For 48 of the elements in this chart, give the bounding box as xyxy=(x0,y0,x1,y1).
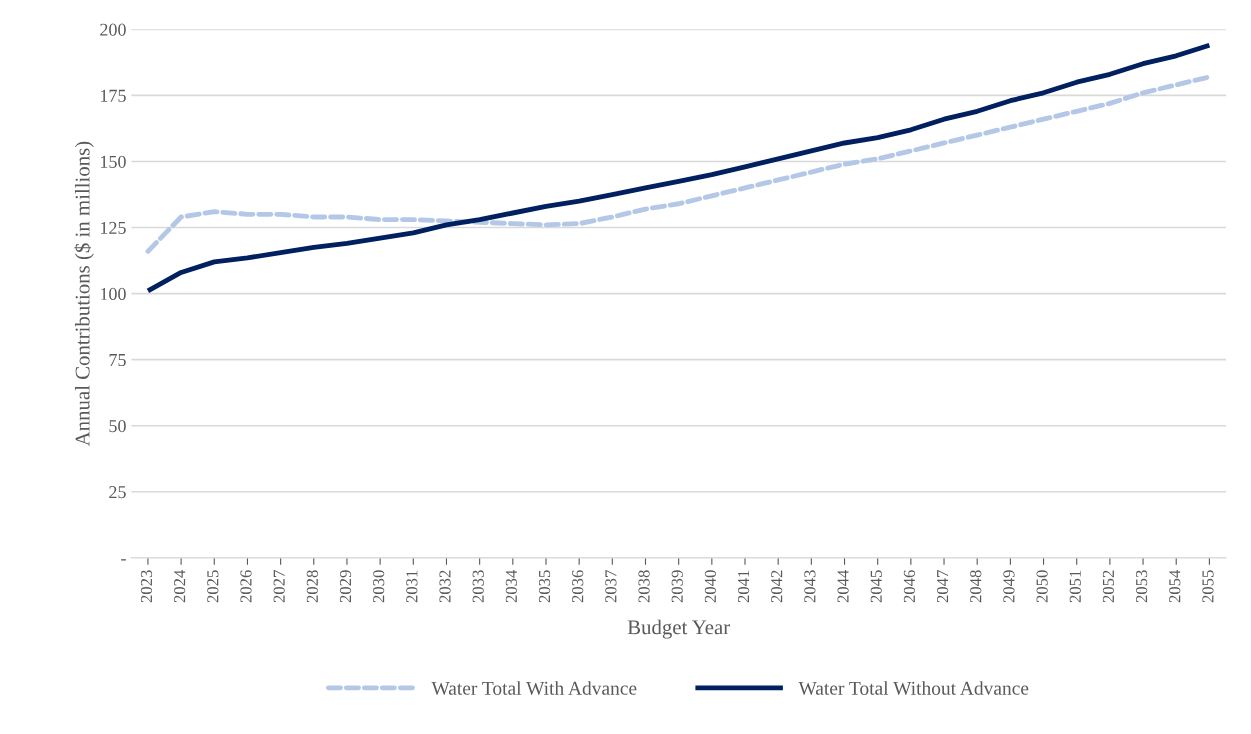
x-tick-label: 2031 xyxy=(406,570,418,603)
x-tick-label: 2040 xyxy=(704,570,717,603)
x-tick-label: 2036 xyxy=(572,570,584,603)
y-tick-label: 75 xyxy=(109,354,126,367)
y-tick-label: 175 xyxy=(101,89,126,102)
y-tick-label: 200 xyxy=(100,23,126,36)
x-tick-label: 2041 xyxy=(737,570,750,603)
x-tick-label: 2045 xyxy=(870,570,882,603)
x-tick-label: 2042 xyxy=(771,570,783,603)
y-axis-title: Annual Contributions ($ in millions) xyxy=(74,141,94,447)
x-tick-label: 2030 xyxy=(373,570,385,603)
x-tick-label: 2025 xyxy=(207,570,219,603)
x-tick-label: 2046 xyxy=(903,570,916,603)
x-tick-label: 2037 xyxy=(605,570,617,603)
x-tick-label: 2026 xyxy=(240,570,252,603)
x-tick-label: 2027 xyxy=(273,570,285,603)
x-tick-label: 2054 xyxy=(1169,569,1181,603)
x-tick-label: 2051 xyxy=(1069,570,1081,603)
x-tick-label: 2053 xyxy=(1135,570,1148,603)
legend-label: Water Total With Advance xyxy=(431,681,637,695)
x-tick-label: 2029 xyxy=(339,570,352,603)
y-tick-label: 25 xyxy=(109,486,126,499)
x-tick-label: 2038 xyxy=(638,570,650,603)
x-axis-title: Budget Year xyxy=(627,619,730,639)
x-tick-label: 2050 xyxy=(1036,570,1048,603)
x-tick-label: 2024 xyxy=(174,569,186,603)
x-tick-label: 2028 xyxy=(306,570,318,603)
legend-label: Water Total Without Advance xyxy=(798,681,1029,695)
x-tick-label: 2048 xyxy=(970,570,982,603)
x-tick-label: 2035 xyxy=(538,570,551,603)
line-series xyxy=(145,42,1212,294)
x-tick-label: 2039 xyxy=(671,570,683,603)
y-tick-label: 125 xyxy=(101,221,126,234)
x-tick-label: 2047 xyxy=(936,570,949,603)
y-tick-label: 150 xyxy=(101,155,126,168)
x-tick-label: 2033 xyxy=(472,570,484,603)
x-tick-label: 2044 xyxy=(837,569,849,603)
x-tick-label: 2043 xyxy=(804,570,816,603)
x-tick-label: 2032 xyxy=(439,570,451,603)
y-tick-label: - xyxy=(121,559,126,561)
x-tick-label: 2049 xyxy=(1003,570,1015,603)
line-series xyxy=(145,74,1212,254)
x-tick-label: 2034 xyxy=(505,569,517,603)
y-tick-label: 100 xyxy=(101,287,126,301)
x-tick-label: 2055 xyxy=(1202,570,1214,603)
x-tick-label: 2052 xyxy=(1102,570,1115,603)
y-tick-label: 50 xyxy=(109,419,126,433)
x-tick-label: 2023 xyxy=(140,570,153,603)
